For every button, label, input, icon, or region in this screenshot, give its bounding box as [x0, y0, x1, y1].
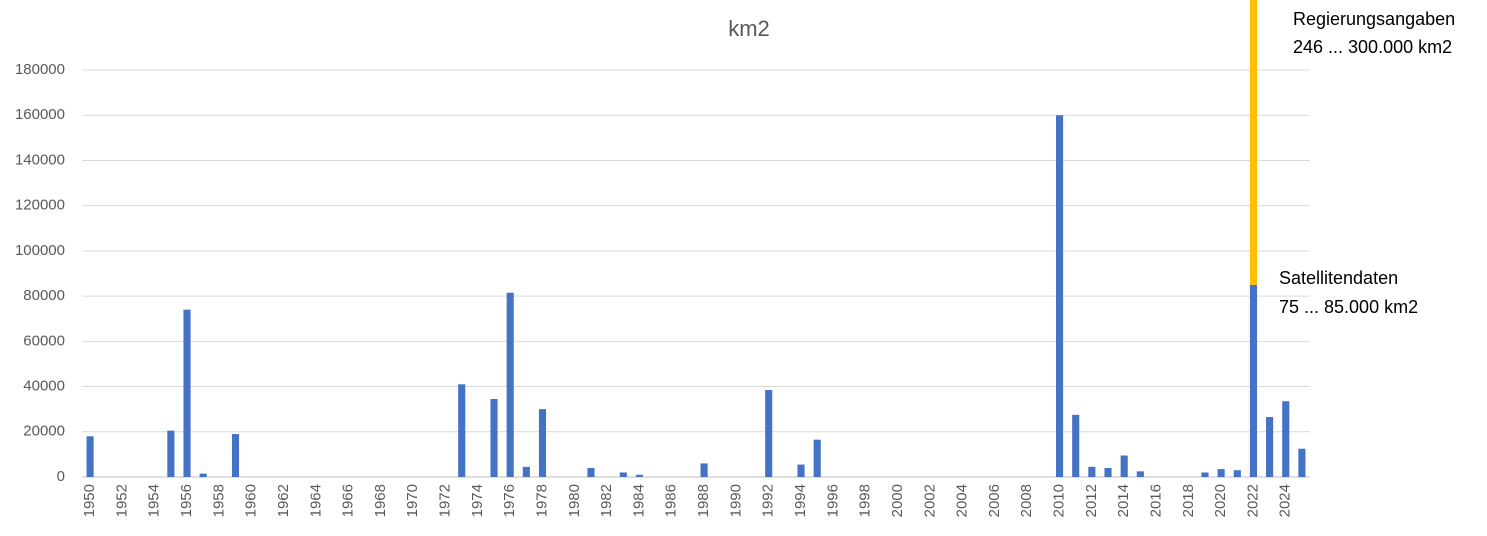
bar [1055, 115, 1064, 477]
bar [1120, 455, 1128, 477]
y-tick-label: 80000 [23, 287, 65, 304]
x-tick-label: 1988 [695, 484, 712, 517]
bar [1249, 284, 1258, 477]
bar [1233, 470, 1241, 477]
y-tick-label: 160000 [15, 106, 65, 123]
x-tick-label: 1970 [404, 484, 421, 517]
bar [1266, 417, 1274, 477]
x-tick-label: 1950 [81, 484, 98, 517]
bar [538, 409, 547, 477]
x-tick-label: 2016 [1147, 484, 1164, 517]
bar [490, 398, 498, 477]
chart-title: km2 [728, 16, 770, 41]
bar [619, 472, 627, 477]
bar [797, 464, 805, 477]
bar [813, 439, 821, 477]
y-tick-label: 140000 [15, 151, 65, 168]
x-tick-label: 1998 [857, 484, 874, 517]
bar [199, 473, 207, 477]
bar [86, 436, 94, 477]
x-tick-label: 1994 [792, 484, 809, 517]
annotation: Regierungsangaben [1293, 9, 1455, 29]
x-tick-label: 1956 [178, 484, 195, 517]
x-tick-label: 1990 [727, 484, 744, 517]
x-tick-label: 1978 [533, 484, 550, 517]
x-tick-label: 2002 [921, 484, 938, 517]
bar [1088, 466, 1096, 477]
x-tick-label: 1964 [307, 484, 324, 517]
x-tick-label: 1952 [113, 484, 130, 517]
annotation: Satellitendaten [1279, 268, 1398, 288]
x-tick-label: 1960 [243, 484, 260, 517]
x-tick-label: 2024 [1277, 484, 1294, 517]
x-tick-label: 1974 [469, 484, 486, 517]
bar [231, 434, 240, 477]
y-tick-label: 20000 [23, 423, 65, 440]
x-tick-label: 1992 [760, 484, 777, 517]
bar [765, 389, 773, 477]
x-tick-label: 1984 [630, 484, 647, 517]
annotation: 246 ... 300.000 km2 [1293, 37, 1452, 57]
x-tick-label: 2006 [986, 484, 1003, 517]
y-tick-label: 40000 [23, 378, 65, 395]
bar [1072, 414, 1080, 477]
x-tick-label: 2004 [954, 484, 971, 517]
x-tick-label: 2022 [1244, 484, 1261, 517]
x-tick-label: 1996 [824, 484, 841, 517]
x-tick-label: 2008 [1018, 484, 1035, 517]
annotation: 75 ... 85.000 km2 [1279, 297, 1418, 317]
bar [1282, 401, 1290, 477]
x-tick-label: 1972 [437, 484, 454, 517]
bar [1249, 0, 1258, 285]
bar [700, 463, 708, 477]
x-tick-label: 2012 [1083, 484, 1100, 517]
bar [506, 292, 514, 477]
x-tick-label: 1982 [598, 484, 615, 517]
y-tick-label: 180000 [15, 61, 65, 78]
x-tick-label: 1962 [275, 484, 292, 517]
x-tick-label: 1968 [372, 484, 389, 517]
bar [1136, 471, 1144, 477]
x-tick-label: 2010 [1051, 484, 1068, 517]
x-tick-label: 1966 [340, 484, 357, 517]
x-tick-label: 1986 [663, 484, 680, 517]
bar [167, 430, 175, 477]
x-tick-label: 1976 [501, 484, 518, 517]
y-tick-label: 120000 [15, 197, 65, 214]
y-tick-label: 0 [57, 468, 65, 485]
x-tick-label: 2018 [1180, 484, 1197, 517]
y-tick-label: 60000 [23, 332, 65, 349]
x-tick-label: 2014 [1115, 484, 1132, 517]
bar [183, 309, 191, 477]
bar [587, 467, 595, 477]
bar [635, 474, 644, 477]
y-tick-label: 100000 [15, 242, 65, 259]
x-tick-label: 1980 [566, 484, 583, 517]
bar [458, 384, 466, 477]
x-tick-label: 2020 [1212, 484, 1229, 517]
bar [1298, 448, 1306, 477]
bar [1217, 469, 1225, 477]
x-tick-label: 1954 [146, 484, 163, 517]
x-tick-label: 1958 [210, 484, 227, 517]
x-tick-label: 2000 [889, 484, 906, 517]
bar [1104, 467, 1112, 477]
bar [1201, 472, 1209, 477]
bar [522, 466, 530, 477]
